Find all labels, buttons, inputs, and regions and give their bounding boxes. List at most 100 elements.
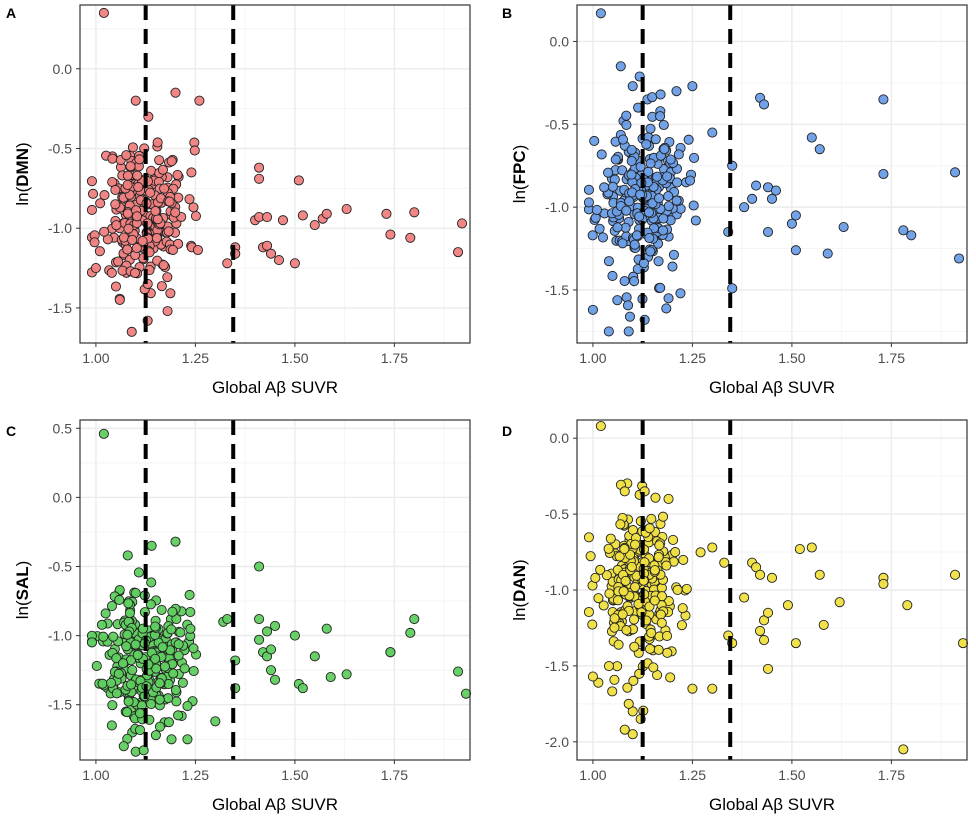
- data-point: [755, 625, 766, 637]
- data-point: [624, 311, 636, 322]
- data-point: [405, 232, 416, 243]
- data-point: [591, 204, 602, 215]
- data-point: [381, 208, 392, 219]
- data-point: [838, 221, 849, 233]
- data-point: [603, 256, 615, 267]
- data-point: [739, 592, 750, 603]
- data-point: [177, 677, 188, 688]
- y-tick-label: 0.0: [53, 489, 73, 505]
- data-point: [615, 519, 626, 530]
- data-point: [125, 161, 136, 172]
- data-point: [902, 600, 913, 611]
- data-point: [695, 547, 706, 558]
- data-point: [91, 660, 102, 672]
- data-point: [898, 744, 909, 755]
- data-point: [643, 207, 655, 218]
- data-point: [758, 99, 770, 110]
- x-tick-label: 1.75: [381, 767, 408, 783]
- data-point: [158, 260, 169, 271]
- data-point: [672, 177, 683, 188]
- data-point: [122, 244, 133, 255]
- data-point: [950, 167, 961, 178]
- x-tick-label: 1.25: [182, 350, 209, 366]
- data-point: [665, 154, 676, 165]
- data-point: [210, 716, 221, 727]
- data-point: [254, 561, 265, 572]
- data-point: [690, 215, 701, 226]
- data-point: [145, 599, 156, 610]
- data-point: [782, 600, 793, 611]
- data-point: [106, 677, 117, 688]
- data-point: [341, 204, 352, 215]
- data-point: [661, 303, 672, 314]
- data-point: [583, 184, 594, 195]
- data-point: [97, 678, 108, 689]
- data-point: [192, 244, 203, 256]
- data-point: [163, 226, 174, 237]
- data-point: [655, 282, 666, 293]
- data-point: [644, 523, 655, 534]
- data-point: [151, 232, 162, 244]
- data-point: [122, 550, 133, 561]
- data-point: [325, 672, 336, 683]
- data-point: [657, 511, 669, 522]
- data-point: [157, 164, 168, 175]
- data-point: [89, 237, 100, 248]
- data-point: [610, 154, 621, 165]
- y-axis-title-network: FPC: [510, 150, 529, 184]
- data-point: [655, 89, 666, 100]
- data-point: [790, 638, 801, 649]
- panel-b: B 1.00 1.25 1.50 1.75 -1.5 -1.0 -0.5 0.0 Global…: [502, 4, 968, 397]
- data-point: [261, 626, 273, 637]
- data-point: [595, 564, 606, 575]
- data-point: [167, 606, 178, 617]
- data-point: [121, 707, 133, 718]
- data-point: [163, 717, 174, 728]
- y-tick-label: -1.0: [545, 199, 569, 215]
- data-point: [121, 641, 132, 652]
- data-point: [96, 619, 107, 630]
- data-point: [727, 283, 738, 294]
- data-point: [617, 165, 628, 176]
- data-point: [150, 205, 161, 217]
- data-point: [790, 245, 801, 256]
- data-point: [122, 629, 133, 640]
- y-tick-label: -2.0: [545, 734, 569, 750]
- data-point: [152, 137, 163, 148]
- data-point: [646, 627, 657, 639]
- x-axis-title: Global Aβ SUVR: [212, 795, 338, 814]
- data-point: [645, 123, 656, 134]
- data-point: [265, 644, 277, 655]
- data-point: [309, 651, 320, 662]
- data-point: [123, 696, 134, 707]
- data-point: [612, 295, 623, 306]
- data-point: [658, 119, 669, 131]
- plot-area: 1.00 1.25 1.50 1.75 -1.5 -1.0 -0.5 0.0 0.5: [48, 419, 472, 783]
- data-point: [95, 198, 106, 209]
- data-point: [273, 255, 285, 266]
- panel-d: D 1.00 1.25 1.50 1.75 -2.0 -1.5 -1.0 -0.5 0.0 Gl…: [502, 419, 969, 814]
- data-point: [662, 647, 673, 658]
- data-point: [107, 153, 118, 164]
- data-point: [254, 613, 265, 625]
- data-point: [677, 603, 688, 614]
- data-point: [622, 300, 634, 311]
- data-point: [626, 169, 637, 180]
- y-axis-title-prefix: ln(: [510, 184, 529, 203]
- data-point: [621, 205, 632, 216]
- data-point: [126, 679, 137, 690]
- y-tick-label: 0.0: [550, 33, 570, 49]
- data-point: [118, 741, 129, 752]
- data-point: [739, 202, 750, 213]
- x-tick-label: 1.25: [679, 767, 706, 783]
- data-point: [794, 543, 805, 555]
- data-point: [587, 671, 598, 682]
- data-point: [653, 256, 664, 267]
- data-point: [127, 234, 138, 245]
- data-point: [673, 149, 684, 160]
- y-axis-title-prefix: ln(: [510, 601, 529, 620]
- data-point: [650, 134, 661, 145]
- data-point: [655, 609, 666, 620]
- data-point: [623, 326, 634, 337]
